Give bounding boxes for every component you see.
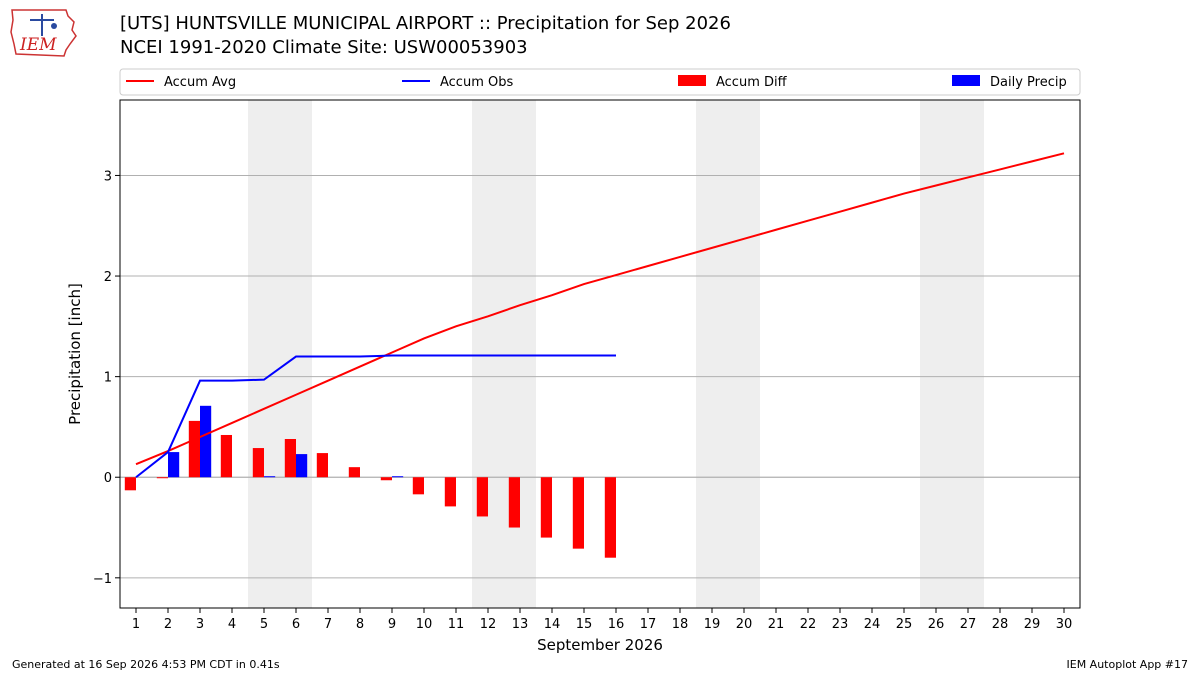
x-tick-label: 17 bbox=[640, 617, 657, 632]
accum-avg-line bbox=[135, 152, 1065, 466]
legend-entry: Accum Diff bbox=[716, 75, 788, 90]
daily-precip-bar bbox=[168, 452, 180, 478]
x-tick-label: 21 bbox=[768, 617, 785, 632]
x-tick-label: 14 bbox=[544, 617, 561, 632]
x-tick-label: 20 bbox=[736, 617, 753, 632]
x-tick-label: 30 bbox=[1056, 617, 1073, 632]
daily-precip-bar bbox=[296, 454, 308, 478]
weekend-shade-2 bbox=[696, 100, 760, 608]
x-tick-label: 28 bbox=[992, 617, 1009, 632]
x-tick-label: 25 bbox=[896, 617, 913, 632]
accum-diff-bar bbox=[156, 477, 168, 479]
y-axis-label: Precipitation [inch] bbox=[66, 283, 84, 425]
y-tick-label: 0 bbox=[104, 471, 112, 486]
x-tick-label: 13 bbox=[512, 617, 529, 632]
x-tick-label: 2 bbox=[164, 617, 172, 632]
accum-diff-bar bbox=[444, 477, 456, 507]
weekend-shade-1 bbox=[472, 100, 536, 608]
x-tick-label: 19 bbox=[704, 617, 721, 632]
legend-entry: Accum Avg bbox=[164, 75, 236, 90]
x-tick-label: 24 bbox=[864, 617, 881, 632]
accum-diff-bar bbox=[252, 448, 264, 478]
legend: Accum Avg Accum Obs Accum Diff Daily Precip bbox=[119, 68, 1081, 96]
legend-entry: Accum Obs bbox=[440, 75, 513, 90]
generated-timestamp: Generated at 16 Sep 2026 4:53 PM CDT in … bbox=[12, 658, 280, 671]
x-tick-label: 5 bbox=[260, 617, 268, 632]
y-tick-label: 2 bbox=[104, 270, 112, 285]
legend-entry: Daily Precip bbox=[990, 75, 1067, 90]
x-tick-label: 29 bbox=[1024, 617, 1041, 632]
accum-diff-bar bbox=[188, 420, 200, 478]
app-id-label: IEM Autoplot App #17 bbox=[1066, 658, 1189, 671]
weekend-shade-0 bbox=[248, 100, 312, 608]
y-tick-label: 1 bbox=[104, 371, 112, 386]
legend-swatch bbox=[952, 75, 980, 86]
x-tick-label: 1 bbox=[132, 617, 140, 632]
accum-diff-bar bbox=[316, 453, 328, 478]
x-tick-label: 16 bbox=[608, 617, 625, 632]
series-lines bbox=[135, 152, 1065, 479]
iem-logo: IEM bbox=[10, 9, 77, 57]
accum-diff-bar bbox=[220, 434, 232, 478]
x-tick-label: 10 bbox=[416, 617, 433, 632]
accum-diff-bar bbox=[412, 477, 424, 495]
accum-diff-bar bbox=[284, 439, 296, 478]
y-tick-label: 3 bbox=[104, 169, 112, 184]
accum-diff-bar bbox=[604, 477, 616, 558]
x-tick-label: 18 bbox=[672, 617, 689, 632]
accum-obs-line bbox=[135, 354, 616, 479]
grid-lines bbox=[120, 174, 1080, 579]
x-tick-label: 22 bbox=[800, 617, 817, 632]
x-tick-label: 3 bbox=[196, 617, 204, 632]
accum-diff-bar bbox=[508, 477, 520, 528]
daily-precip-bar bbox=[200, 405, 212, 478]
x-tick-label: 7 bbox=[324, 617, 332, 632]
accum-diff-bar bbox=[348, 467, 360, 478]
x-tick-label: 15 bbox=[576, 617, 593, 632]
accum-diff-bar bbox=[572, 477, 584, 549]
x-tick-label: 6 bbox=[292, 617, 300, 632]
accum-diff-bar bbox=[380, 477, 392, 481]
x-tick-label: 11 bbox=[448, 617, 465, 632]
legend-swatch bbox=[678, 75, 706, 86]
x-tick-label: 4 bbox=[228, 617, 236, 632]
y-tick-label: −1 bbox=[93, 572, 112, 587]
y-axis-ticks: −1 0 1 2 3 bbox=[93, 169, 120, 587]
x-tick-label: 9 bbox=[388, 617, 396, 632]
daily-precip-bar bbox=[264, 476, 276, 478]
x-tick-label: 12 bbox=[480, 617, 497, 632]
plot-frame bbox=[119, 99, 1081, 609]
x-tick-label: 27 bbox=[960, 617, 977, 632]
bars bbox=[124, 405, 616, 558]
iowa-outline-icon bbox=[10, 9, 77, 57]
accum-diff-bar bbox=[540, 477, 552, 538]
x-axis-ticks: 1 2 3 4 5 6 7 8 9 10 11 12 13 14 15 16 17 18 19 20 21 22 23 24 2… bbox=[132, 608, 1072, 632]
accum-diff-bar bbox=[476, 477, 488, 517]
chart-title: [UTS] HUNTSVILLE MUNICIPAL AIRPORT :: Pr… bbox=[120, 13, 731, 34]
accum-diff-bar bbox=[124, 477, 136, 491]
x-axis-label: September 2026 bbox=[537, 636, 663, 654]
logo-text: IEM bbox=[19, 35, 57, 55]
daily-precip-bar bbox=[392, 476, 404, 478]
legend-box bbox=[119, 68, 1081, 96]
weekend-shading bbox=[248, 100, 984, 608]
x-tick-label: 26 bbox=[928, 617, 945, 632]
chart-subtitle: NCEI 1991-2020 Climate Site: USW00053903 bbox=[120, 37, 528, 58]
x-tick-label: 8 bbox=[356, 617, 364, 632]
weekend-shade-3 bbox=[920, 100, 984, 608]
x-tick-label: 23 bbox=[832, 617, 849, 632]
